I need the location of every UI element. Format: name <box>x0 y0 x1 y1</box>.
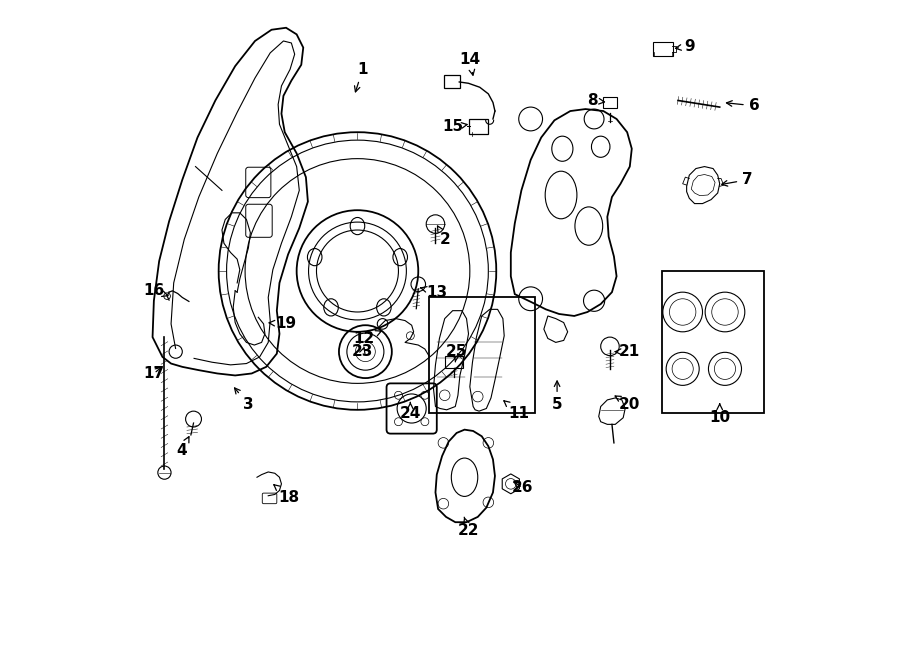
Text: 26: 26 <box>512 481 534 495</box>
Text: 16: 16 <box>143 284 168 298</box>
Bar <box>428 297 535 413</box>
Text: 5: 5 <box>552 381 562 412</box>
Text: 10: 10 <box>709 404 730 425</box>
Text: 20: 20 <box>615 396 641 412</box>
Text: 22: 22 <box>458 517 480 537</box>
Text: 12: 12 <box>354 330 382 346</box>
Text: 14: 14 <box>459 52 481 75</box>
Text: 18: 18 <box>274 485 300 504</box>
Text: 3: 3 <box>235 388 254 412</box>
Bar <box>662 271 764 413</box>
Text: 6: 6 <box>726 98 760 113</box>
Text: 23: 23 <box>352 344 374 359</box>
Text: 1: 1 <box>355 62 368 92</box>
Text: 19: 19 <box>269 317 297 331</box>
Text: 8: 8 <box>587 93 605 108</box>
Text: 21: 21 <box>616 344 641 359</box>
Text: 15: 15 <box>442 120 467 134</box>
Text: 17: 17 <box>143 366 165 381</box>
Text: 7: 7 <box>722 173 752 187</box>
Text: 25: 25 <box>446 344 467 362</box>
Text: 13: 13 <box>420 285 447 299</box>
Text: 4: 4 <box>176 437 189 458</box>
Text: 9: 9 <box>676 39 695 54</box>
Text: 11: 11 <box>504 401 529 420</box>
Text: 24: 24 <box>400 403 421 420</box>
Text: 2: 2 <box>437 226 451 247</box>
